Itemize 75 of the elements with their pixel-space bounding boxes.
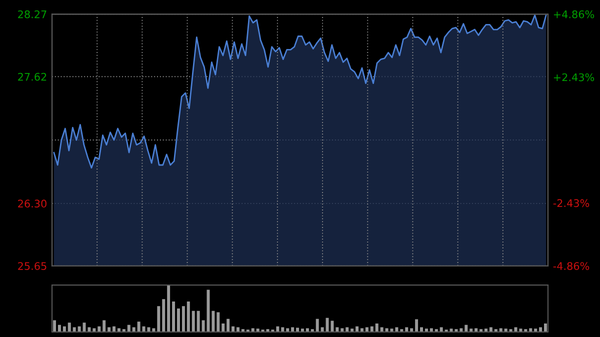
bar — [519, 328, 522, 332]
bar — [544, 324, 547, 332]
y2-tick-label: +4.86% — [554, 10, 594, 18]
bar — [310, 329, 314, 332]
bar — [529, 328, 532, 332]
bar — [464, 324, 468, 332]
bar — [92, 328, 96, 332]
bar — [534, 328, 538, 332]
bar — [484, 328, 488, 332]
bar — [296, 328, 300, 332]
bar — [350, 328, 354, 332]
bar — [360, 328, 364, 332]
bar — [53, 320, 56, 332]
y2-tick-label: -2.43% — [553, 199, 590, 208]
bar — [196, 310, 200, 332]
bar — [424, 328, 428, 332]
bar — [256, 328, 260, 332]
bar — [306, 328, 309, 332]
bar — [222, 324, 225, 332]
bar — [172, 301, 176, 332]
bar — [137, 322, 140, 332]
bar — [276, 326, 280, 332]
y-tick-label: 25.65 — [18, 262, 46, 270]
bar — [98, 326, 101, 332]
bar — [122, 329, 126, 332]
bar — [78, 326, 81, 332]
bar — [480, 329, 483, 332]
y-tick-label: 28.27 — [18, 10, 46, 18]
bar — [474, 328, 478, 332]
bar — [375, 324, 378, 332]
bar — [370, 326, 374, 332]
bar — [499, 328, 502, 332]
bar — [162, 299, 166, 332]
bar — [410, 328, 414, 332]
bar — [316, 318, 319, 332]
bar — [300, 328, 304, 332]
bar — [186, 301, 190, 332]
bar — [192, 310, 195, 332]
bar — [68, 322, 71, 332]
bar — [470, 328, 473, 332]
bar — [117, 328, 120, 332]
y2-tick-label: -4.86% — [553, 262, 590, 270]
bar — [415, 319, 418, 332]
bar — [202, 320, 205, 332]
bar — [182, 306, 185, 332]
bar — [112, 326, 116, 332]
bar — [58, 324, 61, 332]
bar — [177, 308, 180, 332]
bar — [212, 310, 215, 332]
bar — [167, 285, 170, 332]
y2-tick-label: +2.43% — [554, 73, 594, 82]
bar — [524, 329, 528, 332]
bar — [434, 329, 438, 332]
bar — [494, 329, 498, 332]
bar — [157, 306, 160, 332]
bar — [241, 329, 244, 332]
bar — [400, 329, 404, 332]
bar — [340, 328, 344, 332]
y-tick-label: 27.62 — [18, 72, 46, 81]
bar — [102, 320, 106, 332]
bar — [251, 328, 254, 332]
bar — [430, 328, 433, 332]
bar — [152, 328, 156, 332]
bar — [62, 326, 66, 332]
bar — [460, 328, 463, 332]
bar — [216, 312, 220, 332]
bar — [509, 329, 512, 332]
bar — [127, 324, 130, 332]
y-tick-label: 26.30 — [18, 200, 46, 208]
bar — [504, 328, 508, 332]
bar — [232, 326, 235, 332]
bar — [226, 318, 230, 332]
bar — [286, 328, 290, 332]
bar — [356, 326, 359, 332]
bar — [385, 328, 388, 332]
